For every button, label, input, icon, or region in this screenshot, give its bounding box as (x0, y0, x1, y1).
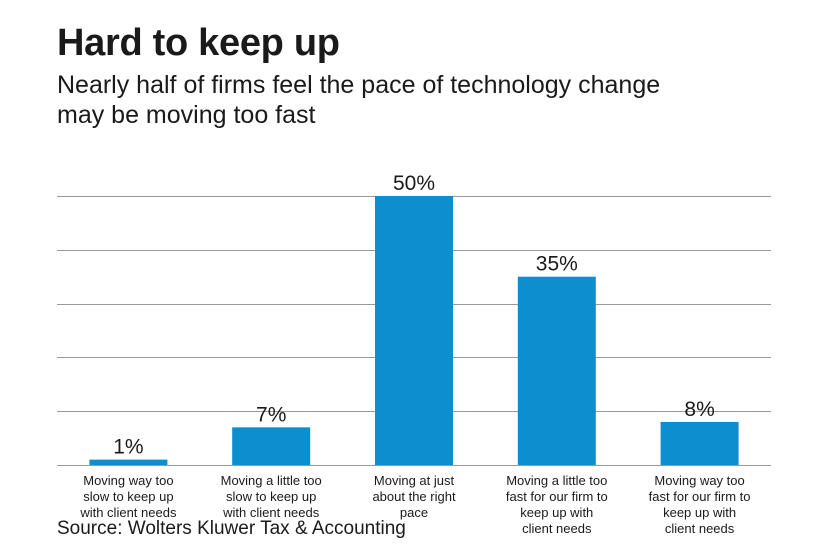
data-label: 50% (393, 172, 435, 195)
category-label: Moving way too fast for our firm to keep u… (649, 473, 751, 536)
category-label: Moving way too slow to keep up with client… (79, 473, 177, 520)
category-label-line: slow to keep up (226, 489, 316, 504)
chart-title: Hard to keep up (57, 22, 340, 64)
category-label-line: Moving a little too (506, 473, 607, 488)
category-label-line: keep up with (520, 505, 593, 520)
category-label-line: Moving way too (83, 473, 173, 488)
category-label-line: keep up with (663, 505, 736, 520)
category-label: Moving a little too fast for our firm to k… (506, 473, 608, 536)
category-label-line: with client needs (222, 505, 320, 520)
bar (89, 459, 168, 465)
category-label: Moving at just about the right pace (372, 473, 456, 520)
category-label-line: Moving a little too (221, 473, 322, 488)
data-label: 35% (536, 253, 578, 276)
category-label-line: pace (400, 505, 428, 520)
data-label: 7% (256, 403, 286, 426)
bar (232, 427, 311, 465)
bar (375, 196, 453, 465)
category-label-line: fast for our firm to (649, 489, 751, 504)
category-label-line: Moving way too (654, 473, 744, 488)
category-label-line: Moving at just (374, 473, 455, 488)
category-label-line: fast for our firm to (506, 489, 608, 504)
subtitle-line-1: Nearly half of firms feel the pace of te… (57, 71, 661, 99)
data-label: 1% (113, 436, 143, 459)
category-label: Moving a little too slow to keep up with c… (221, 473, 322, 520)
subtitle-line-2: may be moving too fast (57, 101, 316, 129)
category-label-line: with client needs (79, 505, 177, 520)
bar (517, 276, 596, 465)
source-note: Source: Wolters Kluwer Tax & Accounting (57, 518, 406, 539)
category-label-line: client needs (665, 521, 735, 536)
category-label-line: about the right (372, 489, 456, 504)
category-label-line: client needs (522, 521, 592, 536)
chart-subtitle: Nearly half of firms feel the pace of te… (57, 70, 777, 130)
category-label-line: slow to keep up (83, 489, 173, 504)
bar (660, 421, 739, 465)
data-label: 8% (684, 398, 714, 421)
